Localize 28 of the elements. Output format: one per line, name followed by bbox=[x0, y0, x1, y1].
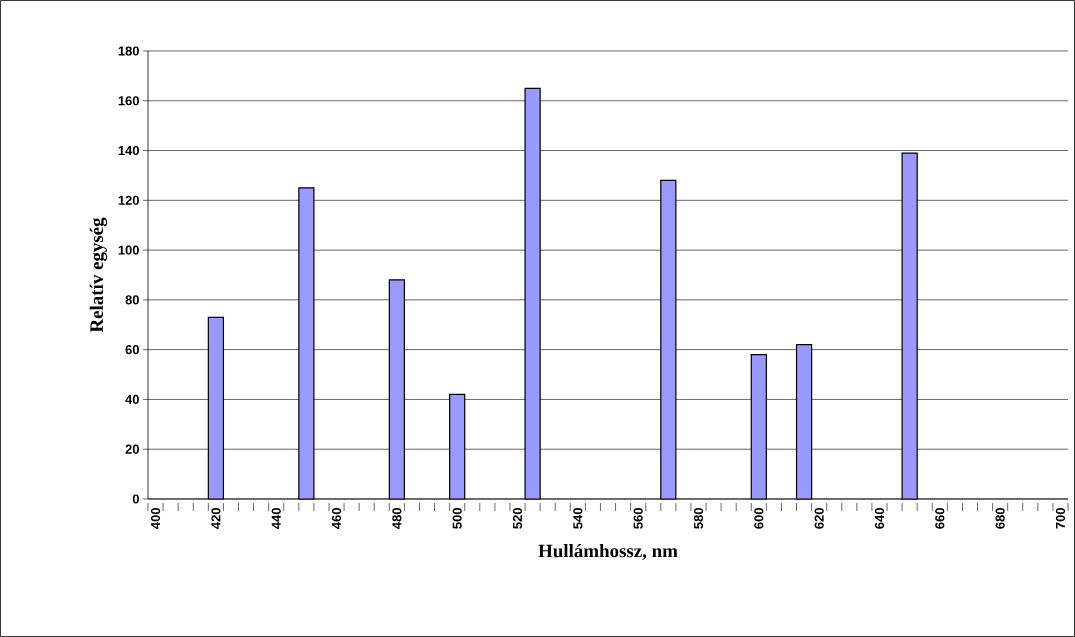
y-tick-label: 80 bbox=[125, 295, 139, 305]
x-tick-label: 680 bbox=[995, 508, 1005, 529]
x-tick-label: 420 bbox=[211, 508, 221, 529]
y-tick-label: 0 bbox=[132, 494, 139, 504]
x-tick-label: 580 bbox=[693, 508, 704, 529]
x-tick-label: 620 bbox=[814, 508, 824, 529]
y-tick-label: 100 bbox=[118, 245, 139, 255]
x-tick-label: 540 bbox=[573, 508, 583, 529]
x-tick-label: 440 bbox=[271, 508, 281, 529]
x-tick-label: 400 bbox=[150, 508, 161, 529]
x-tick-label: 600 bbox=[754, 508, 764, 529]
x-tick-label: 520 bbox=[512, 508, 523, 529]
x-tick-label: 480 bbox=[392, 508, 402, 529]
x-tick-label: 560 bbox=[633, 508, 643, 529]
y-tick-label: 160 bbox=[118, 96, 139, 106]
y-tick-label: 60 bbox=[125, 345, 139, 355]
y-tick-label: 40 bbox=[125, 394, 139, 405]
y-axis-title: Relatív egység bbox=[89, 217, 108, 333]
y-tick-label: 180 bbox=[118, 46, 139, 56]
x-tick-label: 640 bbox=[874, 508, 885, 529]
x-tick-label: 500 bbox=[452, 508, 462, 529]
x-tick-label: 660 bbox=[935, 508, 945, 529]
y-tick-label: 140 bbox=[118, 145, 139, 156]
x-axis-title: Hullámhossz, nm bbox=[538, 543, 678, 561]
y-tick-label: 120 bbox=[118, 195, 139, 205]
x-tick-label: 700 bbox=[1055, 508, 1066, 529]
y-tick-label: 20 bbox=[125, 444, 139, 454]
x-tick-label: 460 bbox=[331, 508, 342, 529]
